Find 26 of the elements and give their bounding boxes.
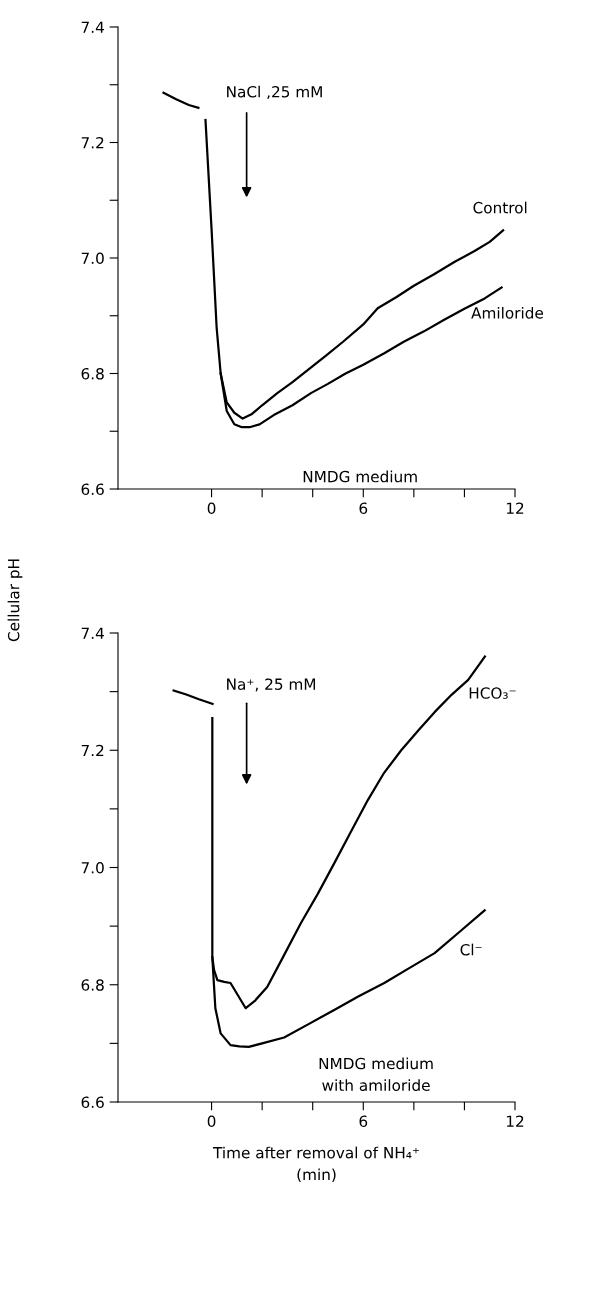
annotation: Na⁺, 25 mM (227, 678, 316, 692)
annotation: NMDG medium with amiloride (319, 1057, 433, 1092)
y-tick-label: 6.6 (81, 483, 104, 496)
x-axis-title: Time after removal of NH₄⁺ (min) (212, 1146, 419, 1183)
series-label: Amiloride (471, 306, 544, 319)
x-tick-label: 6 (359, 502, 368, 515)
x-tick-label: 6 (359, 1115, 368, 1128)
y-tick-label: 7.4 (81, 627, 104, 639)
y-tick-label: 7.0 (81, 861, 104, 874)
y-tick-label: 7.2 (81, 136, 104, 149)
x-tick-label: 12 (506, 502, 524, 514)
x-tick-label: 12 (506, 1115, 524, 1127)
series-label: Cl⁻ (460, 943, 482, 956)
annotation: NMDG medium (303, 470, 417, 483)
series-label: Control (473, 201, 527, 214)
series-label: HCO₃⁻ (469, 687, 516, 699)
annotation: NaCl ,25 mM (227, 85, 322, 100)
y-tick-label: 7.2 (81, 744, 104, 757)
x-tick-label: 0 (207, 1115, 216, 1128)
y-tick-label: 7.4 (81, 21, 104, 33)
y-tick-label: 7.0 (81, 252, 104, 265)
y-tick-label: 6.6 (81, 1096, 104, 1109)
y-tick-label: 6.8 (81, 979, 104, 991)
y-tick-label: 6.8 (81, 367, 104, 380)
x-tick-label: 0 (207, 502, 216, 515)
y-axis-title: Cellular pH (7, 559, 23, 642)
